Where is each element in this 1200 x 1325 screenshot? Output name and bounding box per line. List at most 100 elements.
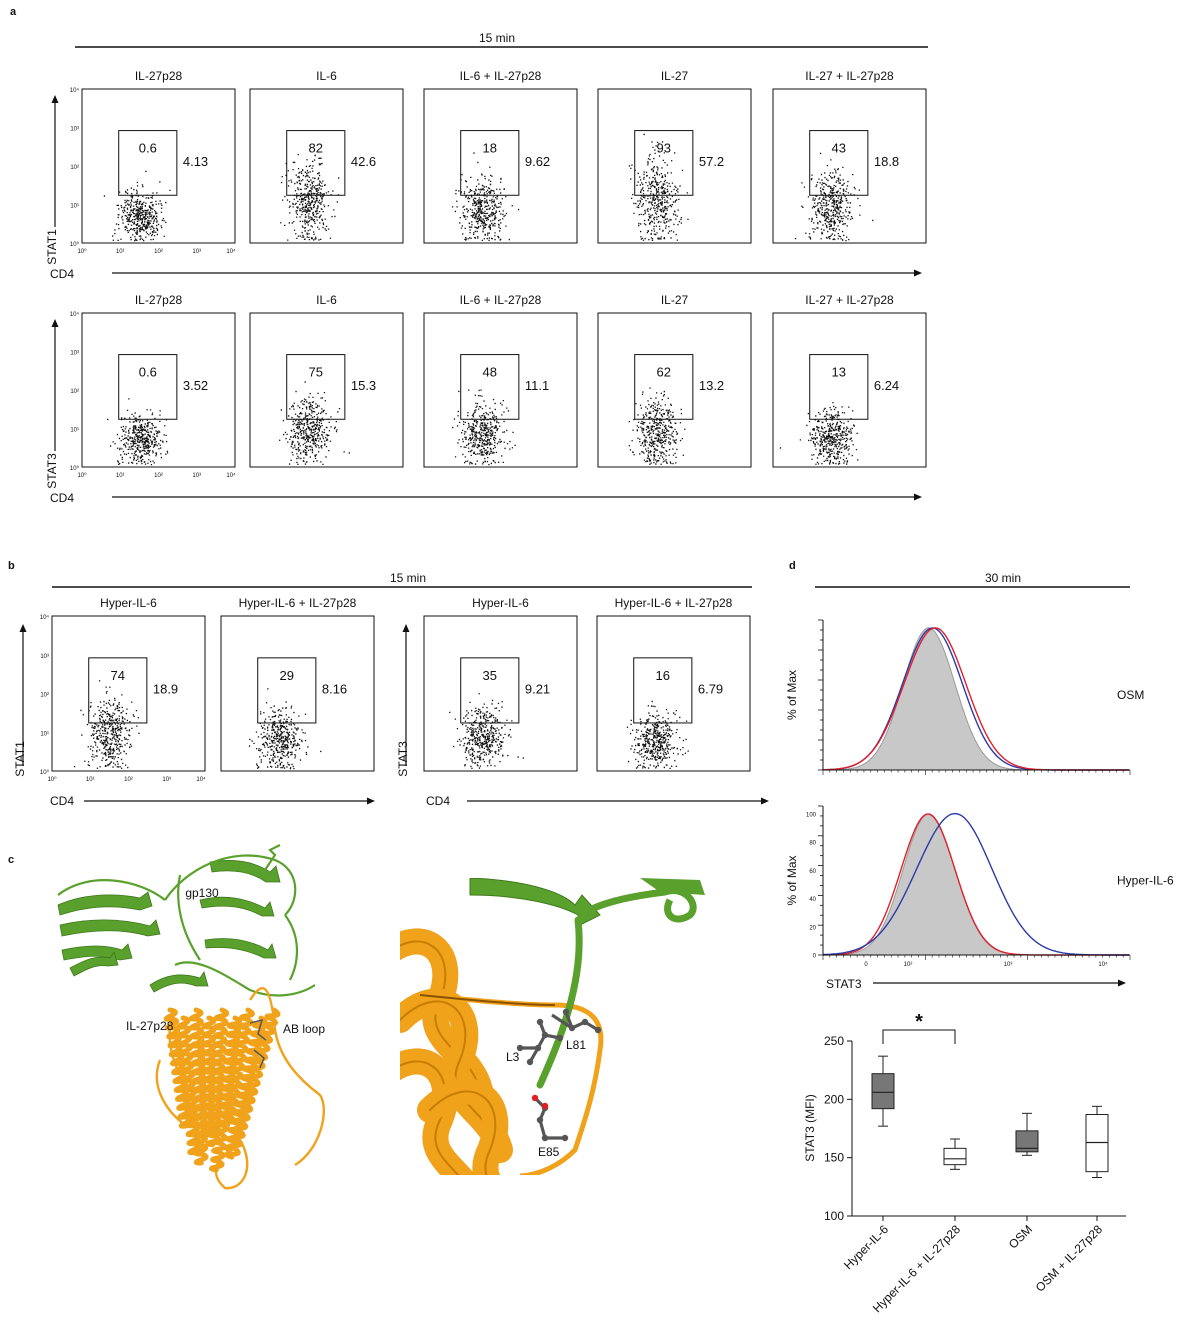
y-axis-arrowhead (51, 319, 59, 327)
condition-title: IL-27p28 (135, 69, 183, 83)
flow-plot: 82 42.6 IL-6 (249, 69, 404, 244)
condition-title: Hyper-IL-6 + IL-27p28 (615, 596, 733, 610)
panel-c: gp130 IL-27p28 AB loop L3 L81 E85 (57, 844, 705, 1190)
atom (556, 1034, 564, 1042)
mfi-value: 8.16 (322, 682, 347, 697)
il27p28-label: IL-27p28 (126, 1019, 174, 1033)
gate-percentage: 75 (309, 365, 323, 380)
category-label: OSM (1006, 1222, 1035, 1251)
x-axis-label: STAT3 (826, 977, 862, 991)
y-tick-label: 10⁰ (70, 465, 80, 472)
gate-percentage: 48 (483, 365, 497, 380)
category-label: OSM + IL-27p28 (1033, 1222, 1106, 1295)
gate-box (286, 354, 346, 420)
event-dots (248, 688, 322, 770)
x-tick-label: 10⁴ (1098, 961, 1108, 968)
y-axis-label: STAT1 (13, 741, 27, 777)
atom (541, 1134, 549, 1142)
plot-frame (597, 88, 752, 244)
gp130-strand-zoom (469, 878, 601, 926)
y-axis-label: % of Max (785, 855, 799, 905)
gate-box (809, 130, 869, 196)
gate-percentage: 35 (483, 668, 497, 683)
y-tick-label: 10³ (70, 351, 79, 357)
il27p28-helix (224, 1007, 281, 1160)
gate-box (460, 657, 520, 724)
event-dots (279, 381, 350, 465)
gate-box (460, 354, 520, 420)
flow-plot: 75 15.3 IL-6 (249, 293, 404, 468)
mfi-value: 18.9 (153, 682, 178, 697)
x-tick-label: 10⁰ (47, 776, 57, 783)
il27p28-helix-edge (400, 1060, 460, 1175)
gate-box (88, 657, 148, 724)
x-tick-label: 10² (154, 249, 163, 255)
control-histogram (823, 627, 1130, 771)
y-tick-label: 10² (70, 389, 79, 395)
x-axis-arrowhead (367, 797, 375, 805)
mfi-value: 18.8 (874, 154, 899, 169)
y-tick-label: 250 (824, 1034, 844, 1048)
il27p28-loop-shade (419, 994, 556, 1006)
flow-plot: 13 6.24 IL-27 + IL-27p28 (772, 293, 927, 468)
gate-box (634, 354, 694, 420)
x-tick-label: 10² (154, 473, 163, 479)
plot-frame (249, 88, 404, 244)
gate-percentage: 0.6 (139, 141, 157, 156)
panel-d: 30 min % of Max OSM 0 20 40 60 80 100 % of Max Hyp… (785, 571, 1174, 1315)
y-tick-label: 10² (40, 693, 49, 699)
x-tick-label: 10³ (162, 777, 171, 783)
gp130-strand (199, 896, 275, 917)
histogram-title: Hyper-IL-6 (1117, 874, 1174, 888)
gp130-strand (204, 938, 277, 959)
y-axis-arrowhead (402, 624, 410, 632)
event-dots (628, 133, 689, 241)
mfi-value: 9.62 (525, 154, 550, 169)
x-tick-label: 10³ (192, 473, 201, 479)
box-iqr (1015, 1130, 1039, 1153)
event-dots (626, 700, 689, 769)
plot-frame (220, 615, 375, 772)
x-tick-label: 10¹ (116, 473, 125, 479)
condition-title: Hyper-IL-6 (100, 596, 157, 610)
mfi-value: 57.2 (699, 154, 724, 169)
y-axis-arrowhead (51, 95, 59, 103)
x-tick-label: 10² (124, 777, 133, 783)
gp130-strand (209, 860, 281, 883)
condition-title: IL-6 + IL-27p28 (460, 293, 542, 307)
event-dots (451, 152, 520, 241)
plot-frame (249, 312, 404, 468)
plot-frame (81, 312, 236, 468)
category-label: Hyper-IL-6 (841, 1222, 891, 1272)
interface-residue-sticks (249, 1018, 267, 1069)
zoom-content (400, 878, 705, 1175)
il27p28-loop (168, 1009, 182, 1076)
x-tick-label: 10¹ (86, 777, 95, 783)
plot-frame (423, 312, 578, 468)
gp130-loop-zoom (536, 916, 583, 1089)
panel-letter-b: b (8, 560, 15, 572)
gate-percentage: 43 (832, 141, 846, 156)
structure-zoom: L3 L81 E85 (400, 878, 705, 1175)
condition-title: Hyper-IL-6 + IL-27p28 (239, 596, 357, 610)
y-axis-label: STAT3 (45, 453, 59, 489)
y-tick-label: 10⁴ (70, 87, 80, 94)
y-axis-label: STAT1 (45, 229, 59, 265)
gate-percentage: 62 (657, 365, 671, 380)
condition-title: Hyper-IL-6 (472, 596, 529, 610)
gp130-strand (57, 891, 153, 916)
mfi-value: 4.13 (183, 154, 208, 169)
y-axis-arrowhead (19, 624, 27, 632)
il27p28-loop (249, 987, 325, 1167)
il27p28-helix (199, 1015, 217, 1138)
gate-box (634, 130, 694, 196)
y-tick-label: 10² (70, 165, 79, 171)
event-dots (73, 680, 140, 769)
gp130-loop (57, 879, 166, 901)
flow-plot: 35 9.21 Hyper-IL-6 (423, 596, 578, 772)
